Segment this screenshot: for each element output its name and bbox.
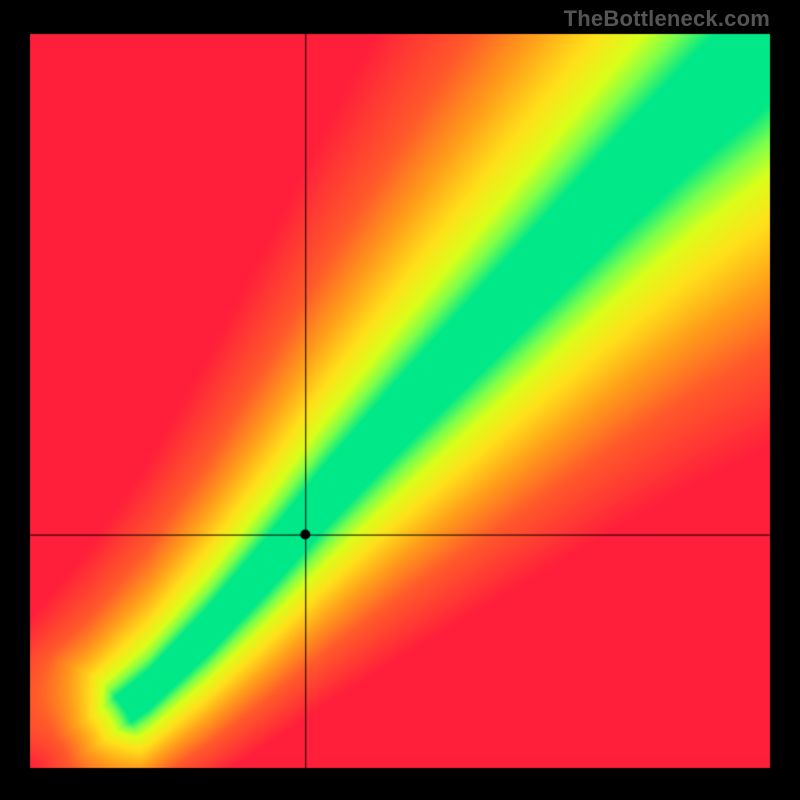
- bottleneck-heatmap-canvas: [0, 0, 800, 800]
- watermark-text: TheBottleneck.com: [564, 6, 770, 32]
- chart-container: TheBottleneck.com: [0, 0, 800, 800]
